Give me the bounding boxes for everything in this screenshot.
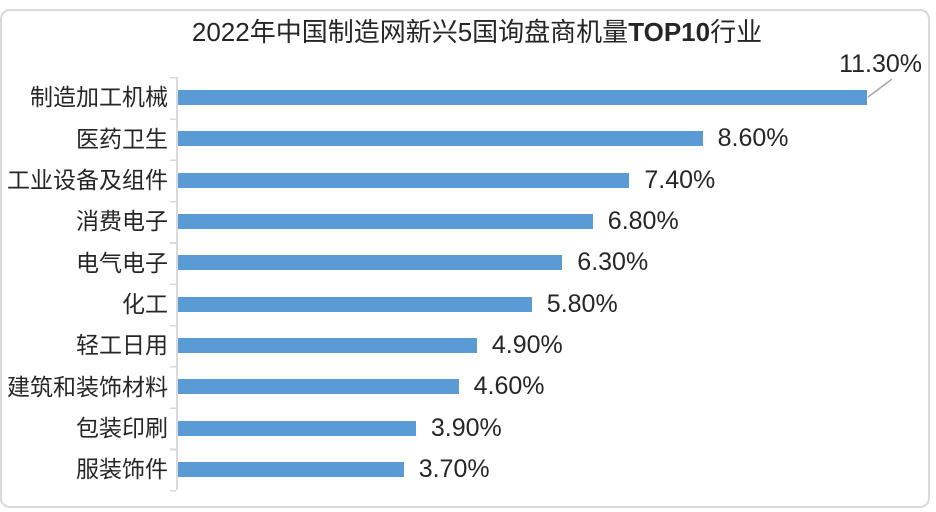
bar-track: 4.90%: [168, 330, 936, 359]
bar-row: 服装饰件 3.70%: [0, 449, 936, 490]
bar-track: 3.90%: [168, 413, 936, 442]
bar[interactable]: [178, 461, 404, 477]
category-label: 建筑和装饰材料: [7, 373, 168, 400]
bar-row: 化工 5.80%: [0, 283, 936, 324]
bar-row: 电气电子 6.30%: [0, 242, 936, 283]
bar-track: 4.60%: [168, 374, 936, 399]
axis-tick-marks: [170, 77, 176, 492]
bar-row: 消费电子 6.80%: [0, 201, 936, 242]
bar-track: 8.60%: [168, 126, 936, 151]
bar-row: 建筑和装饰材料 4.60%: [0, 366, 936, 407]
value-label: 7.40%: [644, 165, 716, 194]
bar-track: 6.30%: [168, 250, 936, 275]
bar[interactable]: [178, 337, 477, 353]
bar-track: 6.80%: [168, 209, 936, 234]
bar-row: 医药卫生 8.60%: [0, 118, 936, 159]
value-label: 8.60%: [717, 124, 789, 153]
category-label: 化工: [122, 290, 168, 317]
category-label: 消费电子: [76, 208, 168, 235]
plot-area: 制造加工机械 医药卫生 8.60% 工业设备及组件 7.40% 消费电子 6.8…: [0, 77, 936, 492]
category-label: 轻工日用: [76, 332, 168, 359]
value-label: 4.60%: [473, 372, 545, 401]
bar[interactable]: [178, 420, 416, 436]
value-label: 6.30%: [577, 248, 649, 277]
leader-line: [867, 78, 893, 98]
bar-track: [168, 90, 936, 106]
value-label: 4.90%: [491, 330, 563, 359]
bar-track: 3.70%: [168, 454, 936, 483]
chart-title: 2022年中国制造网新兴5国询盘商机量TOP10行业: [0, 16, 936, 48]
value-label: 6.80%: [607, 207, 679, 236]
value-label: 5.80%: [546, 289, 618, 318]
bar[interactable]: [178, 131, 703, 147]
value-label: 3.90%: [430, 413, 502, 442]
bar[interactable]: [178, 379, 459, 395]
bar[interactable]: [178, 214, 593, 230]
category-label: 工业设备及组件: [7, 167, 168, 194]
bar[interactable]: [178, 255, 563, 271]
chart-title-prefix: 2022年中国制造网新兴5国询盘商机量: [191, 17, 629, 47]
bar-track: 5.80%: [168, 289, 936, 318]
category-label: 制造加工机械: [30, 84, 168, 111]
bar[interactable]: [178, 90, 868, 106]
bar-row: 轻工日用 4.90%: [0, 325, 936, 366]
chart-title-suffix: 行业: [710, 17, 763, 47]
bar-row: 包装印刷 3.90%: [0, 407, 936, 448]
category-label: 包装印刷: [76, 414, 168, 441]
category-label: 服装饰件: [76, 456, 168, 483]
bar[interactable]: [178, 172, 630, 188]
value-label-callout: 11.30%: [839, 50, 922, 78]
category-label: 医药卫生: [76, 125, 168, 152]
category-axis-line: [176, 77, 178, 490]
bar-row: 工业设备及组件 7.40%: [0, 160, 936, 201]
chart-title-highlight: TOP10: [628, 17, 711, 47]
bar[interactable]: [178, 296, 532, 312]
bar-rows: 制造加工机械 医药卫生 8.60% 工业设备及组件 7.40% 消费电子 6.8…: [0, 77, 936, 490]
value-label: 3.70%: [418, 454, 490, 483]
bar-track: 7.40%: [168, 165, 936, 194]
category-label: 电气电子: [76, 249, 168, 276]
bar-row: 制造加工机械: [0, 77, 936, 118]
